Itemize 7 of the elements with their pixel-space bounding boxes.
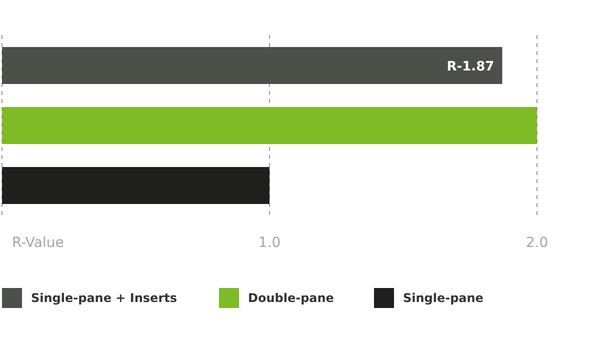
x-tick-label: 1.0 [258,235,281,251]
legend-label: Single-pane [402,291,484,305]
legend-label: Double-pane [248,291,334,305]
data-label: R-1.87 [446,60,494,74]
x-tick-label: 2.0 [526,235,548,251]
legend-label: Single-pane + Inserts [31,291,177,305]
x-axis-title: R-Value [12,235,64,251]
